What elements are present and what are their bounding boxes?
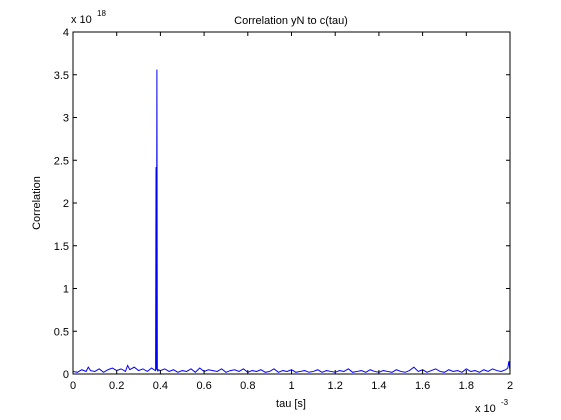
y-tick-label: 1.5 [54,241,69,253]
x-tick-label: 0.4 [153,380,168,392]
x-tick-label: 0.8 [240,380,255,392]
axes-box [72,31,511,375]
y-multiplier: x 10 18 [71,9,106,26]
y-tick-label: 3 [63,113,69,125]
x-multiplier-base: x 10 [475,403,496,415]
x-tick-label: 1.2 [328,380,343,392]
x-tick-label: 0 [70,380,76,392]
y-tick-label: 1 [63,284,69,296]
y-axis-label: Correlation [31,176,43,230]
x-tick-label: 0.6 [196,380,211,392]
x-tick-label: 0.2 [109,380,124,392]
x-tick-label: 1.6 [415,380,430,392]
y-tick-label: 3.5 [54,70,69,82]
y-tick-label: 0.5 [54,326,69,338]
y-multiplier-exponent: 18 [97,9,106,18]
x-multiplier: x 10 -3 [475,398,509,415]
y-tick-label: 2.5 [54,155,69,167]
plot-area [72,69,511,373]
x-tick-label: 1 [288,380,294,392]
x-tick-label: 1.4 [371,380,386,392]
series-line-0 [72,69,511,373]
x-tick-label: 2 [507,380,513,392]
y-tick-label: 2 [63,198,69,210]
y-tick-label: 4 [63,27,69,39]
x-tick-label: 1.8 [459,380,474,392]
x-axis-ticks: 0 0.2 0.4 0.6 0.8 1 1.2 1.4 1.6 1.8 2 [70,32,513,392]
y-tick-label: 0 [63,369,69,381]
x-axis-label: tau [s] [276,398,306,410]
y-axis-ticks: 0 0.5 1 1.5 2 2.5 3 3.5 4 [54,27,510,381]
y-multiplier-base: x 10 [71,14,92,26]
x-multiplier-exponent: -3 [501,398,509,407]
chart-title: Correlation yN to c(tau) [234,15,348,27]
